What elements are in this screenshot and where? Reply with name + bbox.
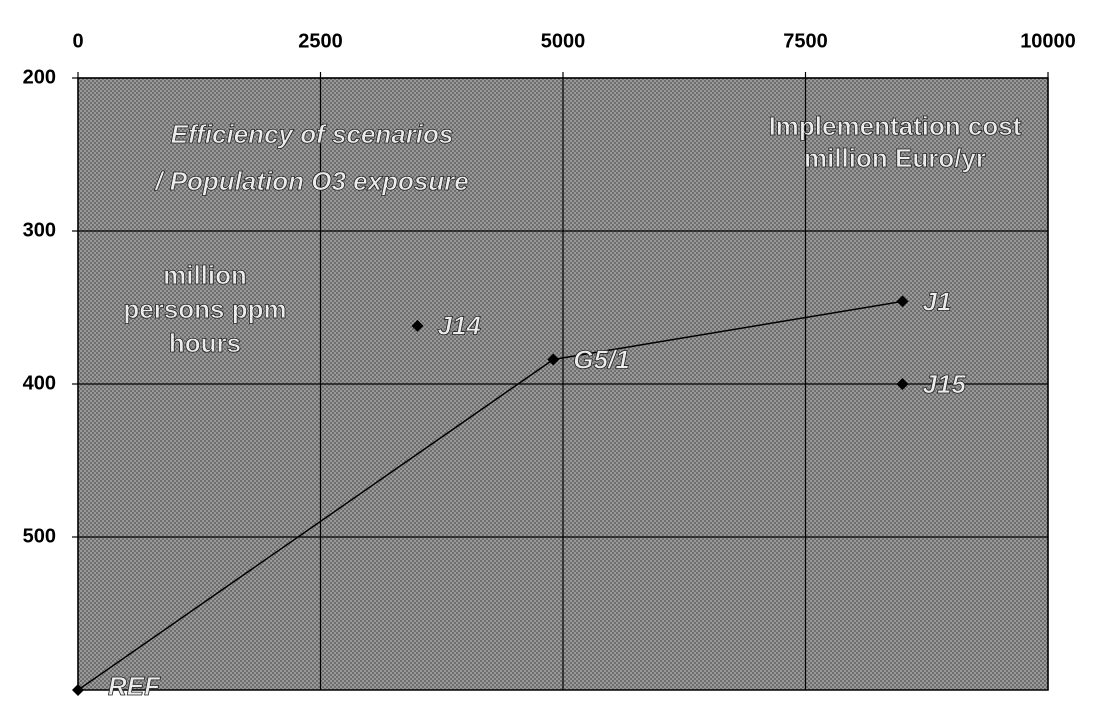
chart-title: Efficiency of scenarios (171, 119, 454, 149)
y-axis-label: persons ppm (123, 294, 286, 324)
point-label: J15 (923, 369, 967, 399)
y-axis-label: million (163, 260, 247, 290)
y-tick-label: 300 (23, 219, 56, 241)
x-tick-label: 5000 (541, 30, 586, 52)
plot-border (77, 77, 1049, 691)
x-tick-label: 7500 (783, 30, 828, 52)
y-axis-label: hours (169, 328, 241, 358)
point-label: REF (108, 671, 161, 701)
point (547, 353, 560, 366)
y-tick-label: 500 (23, 525, 56, 547)
point-label: J14 (438, 311, 482, 341)
point (896, 378, 909, 390)
y-tick-label: 200 (23, 66, 56, 88)
y-tick-label: 400 (23, 372, 56, 394)
point (72, 684, 84, 696)
x-tick-label: 2500 (298, 30, 343, 52)
chart-title: / Population O3 exposure (154, 166, 469, 196)
point (411, 319, 424, 332)
x-axis-label: Implementation cost (769, 111, 1022, 141)
point-label: J1 (923, 286, 952, 316)
x-tick-label: 10000 (1020, 30, 1076, 52)
point (896, 295, 909, 308)
x-tick-label: 0 (72, 30, 83, 52)
x-axis-label: million Euro/yr (804, 143, 986, 173)
point-label: G5/1 (573, 344, 629, 374)
